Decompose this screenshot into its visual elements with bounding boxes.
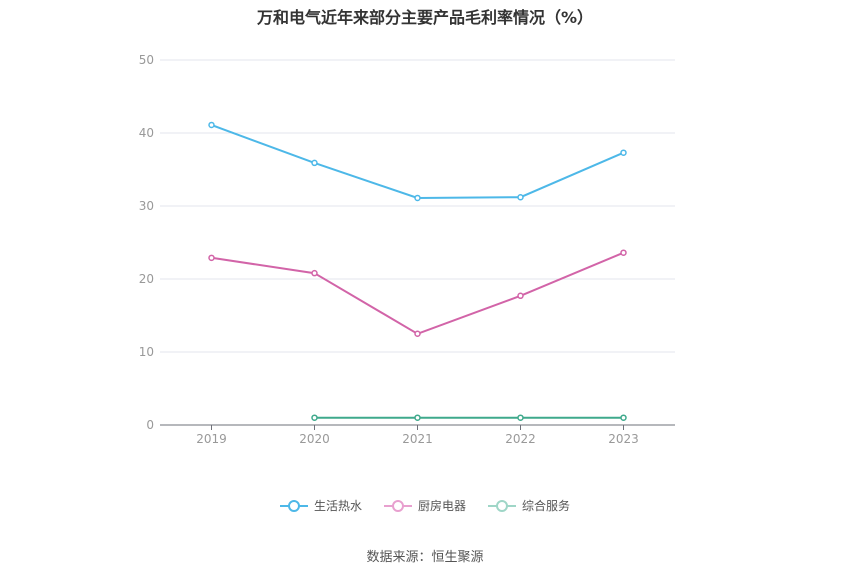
y-axis-ticks: 0 10 20 30 40 50 — [139, 53, 154, 432]
x-tick-label: 2023 — [608, 432, 639, 446]
data-source: 数据来源：恒生聚源 — [366, 550, 484, 565]
y-tick-label: 30 — [139, 199, 154, 213]
series-lines — [208, 121, 627, 421]
x-tick-label: 2021 — [402, 432, 433, 446]
legend-item-series-0[interactable]: 生活热水 — [279, 497, 362, 514]
data-point — [517, 414, 524, 421]
series-line-0 — [211, 124, 624, 200]
legend-swatch-icon — [488, 499, 516, 512]
legend-label: 生活热水 — [313, 499, 362, 513]
data-point — [208, 121, 215, 129]
legend: 生活热水 厨房电器 综合服务 — [0, 497, 850, 514]
legend-label: 综合服务 — [522, 499, 571, 513]
series-line-1 — [211, 251, 624, 335]
data-point — [517, 193, 524, 201]
y-tick-label: 20 — [139, 272, 154, 286]
y-tick-label: 0 — [146, 418, 154, 432]
y-tick-label: 40 — [139, 126, 154, 140]
data-point — [311, 269, 318, 277]
x-tick-label: 2019 — [196, 432, 227, 446]
legend-item-series-1[interactable]: 厨房电器 — [383, 497, 466, 514]
data-point — [311, 414, 318, 421]
grid-lines — [160, 59, 675, 353]
x-tick-label: 2020 — [299, 432, 330, 446]
x-axis: 2019 2020 2021 2022 2023 — [160, 424, 675, 446]
chart-title: 万和电气近年来部分主要产品毛利率情况（%） — [256, 8, 594, 27]
data-point — [414, 194, 421, 202]
data-point — [620, 249, 627, 256]
data-point — [311, 159, 318, 167]
y-tick-label: 50 — [139, 53, 154, 67]
legend-swatch-icon — [383, 499, 412, 512]
data-point — [414, 330, 421, 337]
data-point — [517, 292, 524, 300]
legend-item-series-2[interactable]: 综合服务 — [488, 497, 570, 514]
data-point — [620, 414, 627, 421]
legend-swatch-icon — [279, 499, 308, 512]
legend-label: 厨房电器 — [417, 499, 466, 513]
y-tick-label: 10 — [139, 345, 154, 359]
data-point — [620, 149, 627, 156]
data-point — [414, 414, 421, 421]
x-tick-label: 2022 — [505, 432, 536, 446]
data-point — [208, 254, 215, 262]
